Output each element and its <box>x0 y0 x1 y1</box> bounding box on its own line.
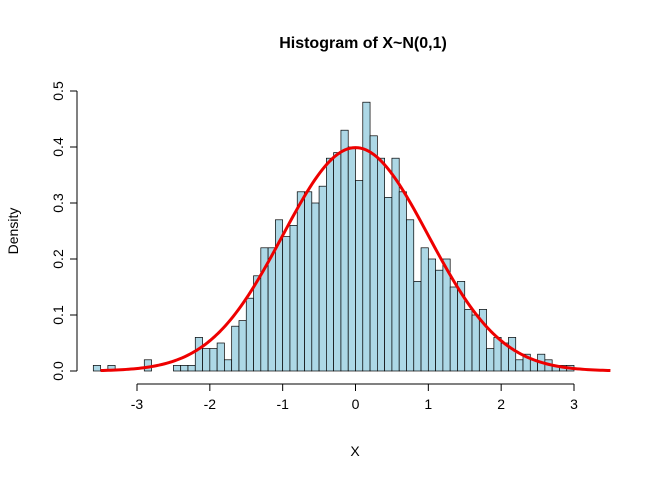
histogram-bar <box>413 281 422 372</box>
histogram-bar <box>398 191 407 372</box>
x-tick-label: 1 <box>424 396 432 412</box>
histogram-bar <box>173 365 182 372</box>
histogram-bar <box>267 247 276 372</box>
histogram-bar <box>304 191 313 372</box>
histogram-bar <box>362 101 371 372</box>
x-tick-label: -2 <box>204 396 217 412</box>
histogram-bar <box>427 258 436 372</box>
histogram-bar <box>486 348 495 372</box>
histogram-bar <box>406 219 415 372</box>
x-axis: -3 -2 -1 0 1 2 3 <box>131 383 578 412</box>
histogram-bar <box>347 146 356 372</box>
histogram-bar <box>391 157 400 372</box>
y-tick-label: 0.0 <box>50 361 66 381</box>
chart-title: Histogram of X~N(0,1) <box>279 35 447 52</box>
histogram-bar <box>493 337 502 372</box>
histogram-bar <box>326 157 334 372</box>
histogram-bar <box>311 202 320 372</box>
histogram-bar <box>340 129 349 372</box>
histogram-bar <box>449 286 458 372</box>
histogram-bar <box>92 365 101 372</box>
x-tick-label: 3 <box>570 396 578 412</box>
histogram-bar <box>224 359 233 372</box>
histogram-bar <box>508 337 517 372</box>
histogram-bar <box>471 314 480 372</box>
histogram-bar <box>216 342 225 372</box>
histogram-bar <box>515 359 524 372</box>
histogram-bar <box>209 348 218 372</box>
histogram-bar <box>384 197 393 372</box>
x-axis-label: X <box>350 443 360 459</box>
y-tick-label: 0.1 <box>50 305 66 325</box>
histogram-bar <box>296 191 305 372</box>
x-tick-label: 2 <box>497 396 505 412</box>
y-tick-label: 0.4 <box>50 137 66 157</box>
histogram-bar <box>355 180 364 372</box>
histogram-bar <box>180 365 189 372</box>
histogram-bar <box>377 157 385 372</box>
histogram-bar <box>318 185 327 372</box>
histogram-bar <box>238 320 247 372</box>
histogram-bar <box>282 236 291 372</box>
y-tick-label: 0.5 <box>50 81 66 101</box>
histogram-bar <box>245 297 254 372</box>
x-tick-label: -1 <box>276 396 289 412</box>
y-tick-label: 0.3 <box>50 193 66 213</box>
bars-group <box>92 101 575 372</box>
x-tick-label: 0 <box>352 396 360 412</box>
histogram-bar <box>369 135 378 372</box>
histogram-bar <box>289 225 298 372</box>
normal-density-curve <box>100 146 611 373</box>
histogram-bar <box>478 309 487 372</box>
histogram-bar <box>420 247 429 372</box>
histogram-bar <box>333 152 342 372</box>
histogram-bar <box>464 309 473 372</box>
y-tick-label: 0.2 <box>50 249 66 269</box>
histogram-bar <box>253 275 262 372</box>
x-tick-label: -3 <box>131 396 144 412</box>
y-axis-label: Density <box>5 208 21 255</box>
y-axis: 0.0 0.1 0.2 0.3 0.4 0.5 <box>50 81 78 381</box>
histogram-bar <box>435 269 444 372</box>
histogram-bar <box>187 365 196 372</box>
histogram-bar <box>202 348 211 372</box>
histogram-bar <box>194 337 203 372</box>
histogram-bar <box>231 325 240 372</box>
